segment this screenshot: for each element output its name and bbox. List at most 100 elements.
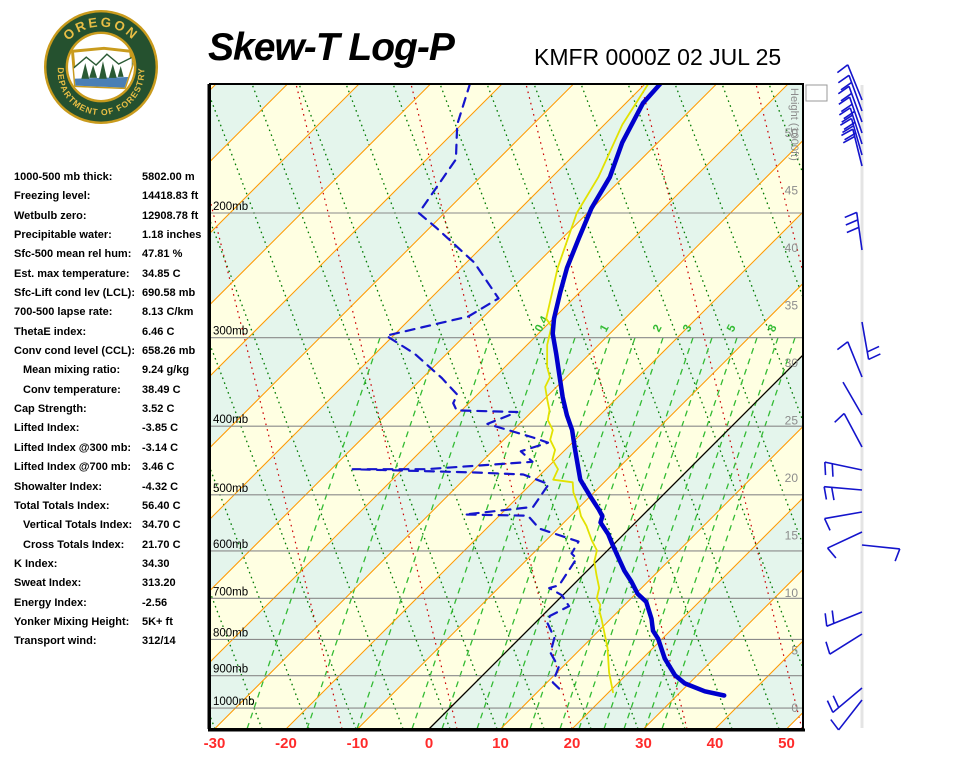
index-label: Transport wind: bbox=[14, 635, 97, 648]
index-value: 47.81 % bbox=[142, 248, 183, 261]
index-label: Wetbulb zero: bbox=[14, 209, 87, 222]
mixing-ratio-label: 5 bbox=[725, 322, 739, 334]
index-row: Sfc-Lift cond lev (LCL): 690.58 mb bbox=[14, 284, 214, 303]
index-label: Total Totals Index: bbox=[14, 499, 110, 512]
wind-barb bbox=[826, 687, 863, 714]
pressure-axis: 200mb 300mb 400mb 500mb 600mb 700mb 800mb 900mb… bbox=[213, 201, 255, 708]
index-row: Precipitable water: 1.18 inches bbox=[14, 226, 214, 245]
temperature-tick-label: 0 bbox=[425, 735, 433, 752]
index-label: 1000-500 mb thick: bbox=[14, 171, 113, 183]
wind-barb bbox=[842, 381, 863, 416]
index-label: Precipitable water: bbox=[14, 229, 112, 242]
index-row: Est. max temperature: 34.85 C bbox=[14, 265, 214, 284]
pressure-gridlines bbox=[210, 212, 803, 709]
temperature-tick-label: 10 bbox=[492, 735, 509, 752]
height-tick-label: 30 bbox=[785, 356, 799, 370]
index-row: Conv temperature: 38.49 C bbox=[14, 381, 214, 400]
wind-barb bbox=[844, 211, 863, 251]
wind-barb bbox=[824, 610, 863, 627]
wind-barbs bbox=[823, 64, 901, 731]
height-tick-label: 5 bbox=[791, 644, 798, 658]
height-axis-title: Height (1000ft) bbox=[788, 88, 800, 161]
pressure-label: 900mb bbox=[213, 664, 248, 676]
index-label: Lifted Index @700 mb: bbox=[14, 461, 132, 474]
wind-barb bbox=[825, 633, 863, 655]
index-label: Cap Strength: bbox=[14, 403, 87, 416]
mixing-ratio-label: 2 bbox=[651, 323, 665, 334]
wind-barb bbox=[836, 341, 863, 378]
index-label: Conv temperature: bbox=[23, 383, 121, 396]
index-label: Mean mixing ratio: bbox=[23, 364, 121, 377]
pressure-label: 1000mb bbox=[213, 696, 255, 708]
logo-mountain-scene bbox=[72, 53, 133, 88]
pressure-label: 700mb bbox=[213, 586, 248, 598]
index-label: Sweat Index: bbox=[14, 577, 82, 590]
index-label: Conv cond level (CCL): bbox=[14, 345, 136, 358]
wind-barb bbox=[861, 544, 901, 562]
index-label: K Index: bbox=[14, 557, 58, 570]
temperature-tick-label: -10 bbox=[347, 735, 369, 752]
height-tick-label: 25 bbox=[785, 414, 799, 428]
pressure-label: 800mb bbox=[213, 627, 248, 639]
wind-barb bbox=[861, 321, 881, 361]
index-value: -2.56 bbox=[142, 596, 168, 609]
index-value: 690.58 mb bbox=[142, 287, 196, 300]
wind-barb bbox=[836, 64, 863, 101]
index-value: 313.20 bbox=[142, 577, 176, 590]
index-label: Est. max temperature: bbox=[14, 267, 130, 280]
temperature-tick-label: -30 bbox=[204, 735, 226, 752]
index-label: Lifted Index: bbox=[14, 422, 80, 435]
page-title: Skew-T Log-P bbox=[208, 26, 455, 69]
index-value: 56.40 C bbox=[142, 499, 181, 512]
index-value: 312/14 bbox=[142, 635, 176, 648]
wind-barb bbox=[834, 412, 863, 448]
wind-barb bbox=[837, 74, 863, 112]
index-row: Freezing level: 14418.83 ft bbox=[14, 187, 214, 206]
mixing-ratio-label: 1 bbox=[598, 322, 612, 334]
index-value: -4.32 C bbox=[142, 480, 179, 493]
index-value: 1.18 inches bbox=[142, 229, 202, 242]
index-value: 34.30 bbox=[142, 557, 170, 570]
wind-barb bbox=[841, 128, 863, 167]
index-label: Yonker Mixing Height: bbox=[14, 615, 130, 628]
index-label: Sfc-500 mean rel hum: bbox=[14, 248, 132, 261]
index-row: Cross Totals Index: 21.70 C bbox=[14, 536, 214, 555]
index-value: 14418.83 ft bbox=[142, 190, 199, 203]
index-label: Showalter Index: bbox=[14, 480, 103, 493]
index-value: -3.85 C bbox=[142, 422, 179, 435]
index-label: Cross Totals Index: bbox=[23, 538, 125, 551]
height-tick-label: 40 bbox=[785, 241, 799, 255]
height-tick-label: 10 bbox=[785, 586, 799, 600]
mixing-ratio-label: 3 bbox=[681, 323, 695, 334]
index-value: 34.85 C bbox=[142, 267, 181, 280]
index-row: Yonker Mixing Height: 5K+ ft bbox=[14, 613, 214, 632]
height-tick-label: 35 bbox=[785, 299, 799, 313]
index-row: Vertical Totals Index: 34.70 C bbox=[14, 516, 214, 535]
temperature-tick-label: 30 bbox=[635, 735, 652, 752]
index-value: 658.26 mb bbox=[142, 345, 196, 358]
index-label: ThetaE index: bbox=[14, 325, 87, 338]
wind-barb bbox=[823, 511, 863, 531]
index-row: Lifted Index: -3.85 C bbox=[14, 419, 214, 438]
index-row: Conv cond level (CCL): 658.26 mb bbox=[14, 342, 214, 361]
wind-barb bbox=[823, 485, 863, 501]
index-label: Sfc-Lift cond lev (LCL): bbox=[14, 287, 135, 300]
index-value: 3.46 C bbox=[142, 461, 175, 474]
index-row: Lifted Index @700 mb: 3.46 C bbox=[14, 458, 214, 477]
index-label: 700-500 lapse rate: bbox=[14, 306, 113, 319]
index-row: Showalter Index: -4.32 C bbox=[14, 478, 214, 497]
index-row: Energy Index: -2.56 bbox=[14, 594, 214, 613]
index-label: Energy Index: bbox=[14, 596, 87, 609]
odf-logo: OREGON DEPARTMENT OF FORESTRY bbox=[43, 9, 159, 125]
index-value: -3.14 C bbox=[142, 441, 179, 454]
index-row: Transport wind: 312/14 bbox=[14, 632, 214, 651]
index-row: Total Totals Index: 56.40 C bbox=[14, 497, 214, 516]
index-value: 9.24 g/kg bbox=[142, 364, 190, 377]
temperature-tick-label: 40 bbox=[707, 735, 724, 752]
pressure-label: 200mb bbox=[213, 201, 248, 213]
index-value: 38.49 C bbox=[142, 383, 181, 396]
index-row: K Index: 34.30 bbox=[14, 555, 214, 574]
index-value: 21.70 C bbox=[142, 538, 181, 551]
